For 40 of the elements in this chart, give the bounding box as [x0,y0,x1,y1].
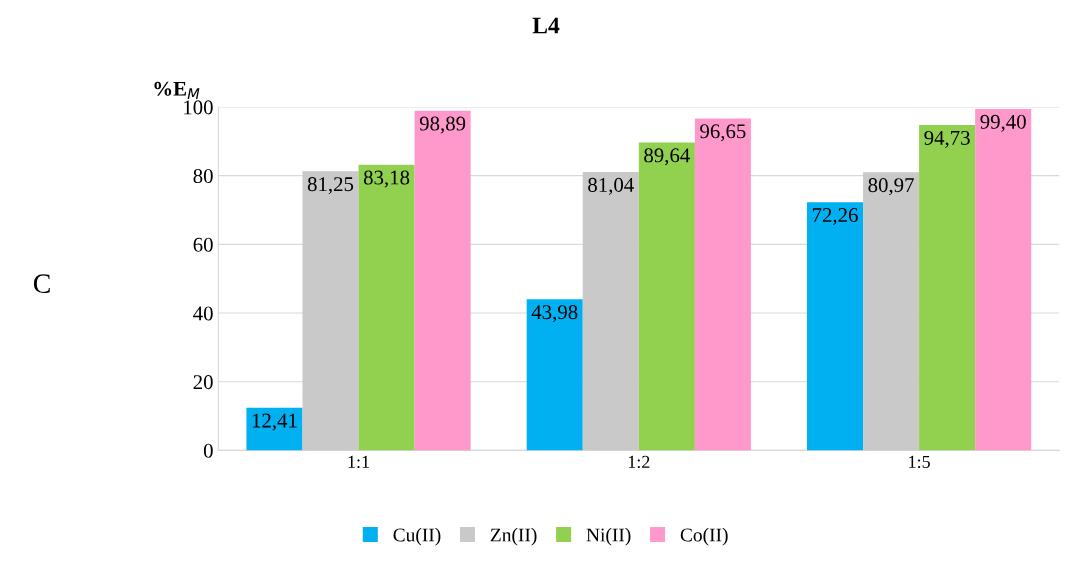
chart-title: L4 [532,17,560,34]
x-tick-label: 1:2 [628,455,650,469]
legend-label: Zn(II) [490,527,537,546]
bar [358,164,415,451]
bar [246,407,303,451]
y-tick-label: 0 [203,443,213,458]
data-label: 43,98 [531,305,578,323]
data-label: 12,41 [252,413,297,431]
y-tick-label: 80 [193,169,213,184]
bar [919,125,976,451]
data-label: 89,64 [644,148,690,166]
data-label: 81,04 [588,177,634,195]
data-label: 80,97 [868,178,914,196]
y-tick-label: 20 [193,375,213,390]
bar [975,109,1032,451]
y-tick-label: 100 [184,100,213,115]
bar [302,171,359,451]
data-label: 72,26 [812,208,858,226]
data-label: 96,65 [700,124,746,142]
bar [694,118,751,451]
bar [582,172,639,451]
data-label: 98,89 [419,116,466,134]
legend-label: Ni(II) [586,527,631,546]
bar [806,202,864,451]
y-axis-title: %E$_{M}$ [154,81,200,99]
data-label: 94,73 [924,130,970,148]
x-tick-label: 1:1 [348,455,369,469]
y-tick-label: 60 [193,237,213,252]
data-label: 81,25 [307,177,354,195]
bar [863,172,920,451]
bar [414,110,471,451]
bar [526,299,583,451]
text: C [33,274,50,294]
y-tick-label: 40 [193,306,213,321]
data-label: 99,40 [980,114,1026,132]
data-label: 83,18 [363,170,410,188]
x-tick-label: 1:5 [909,455,930,469]
bar [638,142,695,451]
legend-label: Co(II) [680,527,728,546]
legend-label: Cu(II) [393,527,441,546]
